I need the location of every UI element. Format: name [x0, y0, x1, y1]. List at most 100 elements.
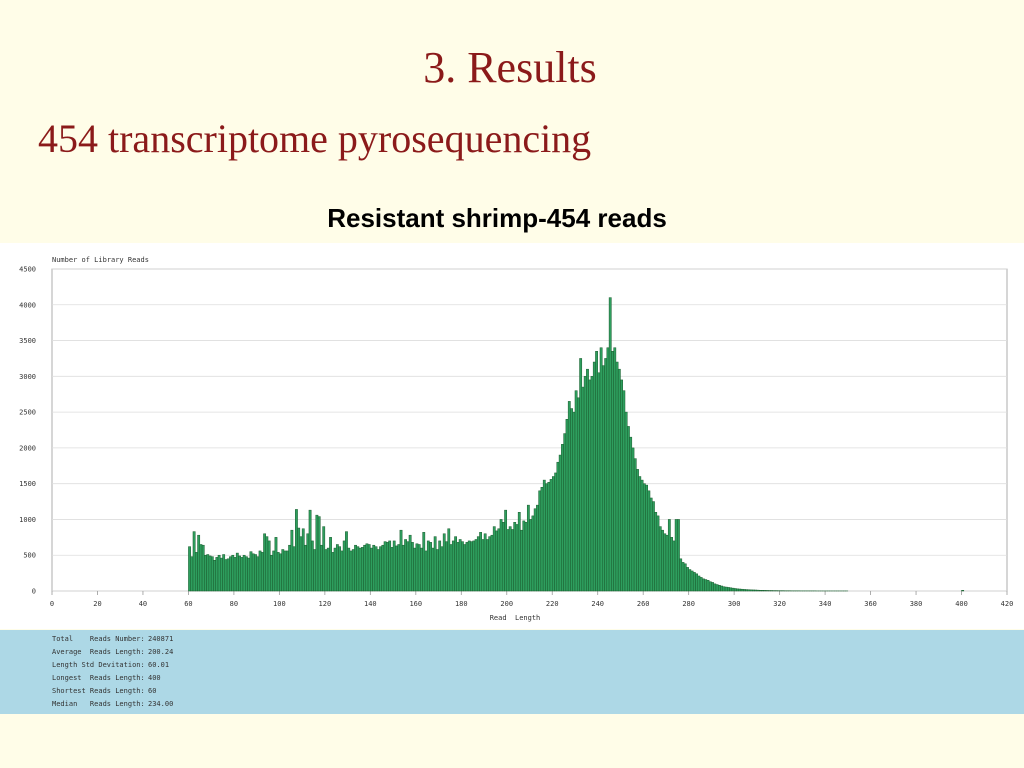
- bar: [663, 533, 667, 592]
- stat-value: 234.00: [148, 700, 173, 708]
- bar: [349, 550, 353, 592]
- bar: [283, 550, 287, 592]
- bar: [458, 539, 462, 592]
- bar: [511, 529, 514, 592]
- y-tick-label: 4000: [19, 301, 36, 309]
- bar: [451, 540, 455, 592]
- bar: [515, 524, 519, 592]
- bar: [722, 586, 726, 592]
- bar: [274, 537, 278, 592]
- bar: [624, 411, 628, 592]
- bar: [683, 563, 687, 592]
- bar: [738, 588, 742, 592]
- bar: [524, 522, 528, 592]
- bar: [554, 472, 558, 592]
- bar: [704, 579, 708, 592]
- bar: [706, 580, 710, 592]
- stat-label: Longest Reads Length:: [52, 674, 145, 682]
- bar: [638, 476, 642, 592]
- bar: [204, 554, 207, 592]
- bar: [438, 540, 442, 592]
- bar: [297, 527, 301, 592]
- bar: [506, 529, 510, 592]
- bar: [386, 542, 389, 592]
- x-tick-label: 40: [139, 600, 147, 608]
- y-tick-label: 2500: [19, 409, 36, 417]
- bar: [574, 390, 578, 592]
- x-tick-label: 140: [364, 600, 377, 608]
- bar: [579, 358, 583, 592]
- bar: [654, 512, 658, 592]
- bar: [483, 533, 487, 592]
- x-tick-label: 400: [955, 600, 968, 608]
- bar: [661, 529, 664, 592]
- bar: [529, 519, 533, 592]
- bar: [322, 526, 326, 592]
- bar: [195, 552, 198, 592]
- bar: [765, 590, 769, 592]
- y-tick-label: 1000: [19, 516, 36, 524]
- bar: [424, 550, 428, 592]
- bar: [551, 476, 555, 592]
- bar: [633, 458, 637, 592]
- x-axis-label: Read Length: [490, 614, 541, 622]
- bar: [756, 589, 760, 592]
- stat-label: Total Reads Number:: [52, 635, 145, 643]
- bar: [495, 530, 498, 592]
- bar: [206, 554, 210, 592]
- bar: [399, 529, 403, 592]
- bar: [474, 539, 478, 592]
- bar: [586, 368, 589, 592]
- bar: [620, 379, 623, 592]
- bar: [199, 544, 203, 592]
- bar: [688, 569, 692, 592]
- bar: [526, 504, 530, 592]
- bar: [201, 544, 205, 592]
- bar: [727, 587, 730, 592]
- bar: [256, 556, 260, 592]
- bar: [752, 589, 755, 592]
- y-tick-label: 3500: [19, 337, 36, 345]
- stat-value: 60: [148, 687, 156, 695]
- bar: [542, 479, 546, 592]
- x-tick-label: 280: [682, 600, 695, 608]
- bar: [456, 542, 460, 592]
- y-tick-label: 0: [32, 588, 36, 596]
- bar: [745, 589, 749, 592]
- bar: [617, 368, 621, 592]
- bar: [761, 590, 764, 592]
- y-axis-label: Number of Library Reads: [52, 256, 149, 264]
- bar: [331, 552, 335, 592]
- chart-title: Resistant shrimp-454 reads: [327, 203, 667, 233]
- stat-value: 240871: [148, 635, 173, 643]
- bar: [354, 544, 357, 592]
- bar: [310, 540, 314, 592]
- bar: [481, 539, 485, 592]
- bar: [301, 528, 305, 592]
- bar: [467, 540, 471, 592]
- bar: [326, 547, 330, 592]
- bar: [406, 541, 410, 592]
- bar: [381, 544, 385, 592]
- bar: [445, 541, 448, 592]
- bar: [226, 558, 230, 592]
- bar: [422, 532, 426, 592]
- y-tick-label: 1500: [19, 480, 36, 488]
- bar: [208, 555, 212, 592]
- bar: [711, 582, 714, 592]
- bar: [320, 544, 323, 592]
- bar: [681, 562, 685, 592]
- bar: [611, 351, 614, 592]
- bar: [602, 365, 605, 592]
- bar: [449, 544, 453, 592]
- bar: [736, 588, 739, 592]
- bar: [245, 556, 248, 592]
- bar: [961, 590, 965, 592]
- bar: [501, 522, 505, 592]
- bar: [670, 537, 674, 592]
- bar: [667, 519, 671, 592]
- bar: [442, 533, 446, 592]
- bar: [358, 547, 362, 592]
- bar: [315, 514, 319, 592]
- x-tick-label: 240: [591, 600, 604, 608]
